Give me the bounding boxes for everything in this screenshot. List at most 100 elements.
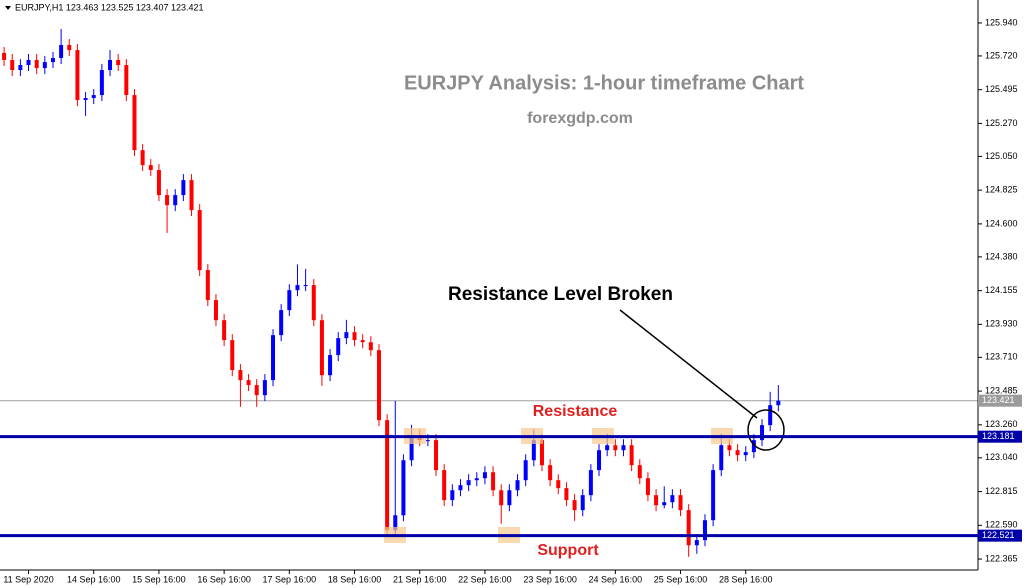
candle-body	[572, 500, 577, 511]
price-tag-label: 122.521	[982, 530, 1015, 540]
candle-body	[165, 195, 170, 206]
candle-body	[311, 285, 316, 321]
candle-body	[580, 495, 585, 511]
candle-body	[376, 350, 381, 421]
pointer-line	[619, 309, 758, 419]
x-tick-label: 15 Sep 16:00	[132, 574, 186, 584]
x-tick-label: 18 Sep 16:00	[328, 574, 382, 584]
candle-body	[181, 180, 186, 196]
candle-body	[409, 435, 414, 461]
candle-body	[368, 342, 373, 351]
candle-body	[156, 170, 161, 196]
candle-body	[645, 478, 650, 496]
candle-body	[482, 472, 487, 479]
candle-body	[385, 420, 390, 531]
y-tick-label: 125.940	[985, 17, 1018, 27]
candle-body	[727, 445, 732, 451]
chart-subtitle: forexgdp.com	[527, 110, 633, 127]
y-tick-label: 124.155	[985, 285, 1018, 295]
candle-body	[271, 335, 276, 381]
price-tag	[978, 529, 1022, 542]
candle-body	[42, 62, 47, 69]
candle-body	[637, 465, 642, 479]
y-tick-label: 123.710	[985, 352, 1018, 362]
candle-body	[254, 385, 259, 396]
candle-body	[499, 490, 504, 506]
y-tick-label: 123.040	[985, 452, 1018, 462]
x-tick-label: 14 Sep 16:00	[67, 574, 121, 584]
candle-body	[360, 340, 365, 343]
annotation: Resistance Level Broken	[448, 284, 673, 305]
candle-body	[425, 440, 430, 442]
candle-body	[556, 480, 561, 489]
candle-body	[434, 440, 439, 471]
candle-body	[474, 478, 479, 481]
candle-body	[719, 445, 724, 471]
y-tick-label: 122.365	[985, 553, 1018, 563]
candle-body	[205, 270, 210, 301]
candle-body	[140, 150, 145, 166]
candle-body	[768, 405, 773, 426]
y-tick-label: 123.260	[985, 419, 1018, 429]
candle-body	[776, 400, 781, 406]
candle-body	[686, 510, 691, 546]
candle-body	[629, 445, 634, 466]
candle-body	[539, 440, 544, 466]
candle-body	[613, 445, 618, 451]
candle-body	[352, 332, 357, 341]
x-tick-label: 25 Sep 16:00	[654, 574, 708, 584]
candle-body	[10, 59, 15, 71]
candle-body	[694, 540, 699, 546]
candle-body	[548, 465, 553, 481]
candle-body	[670, 495, 675, 503]
x-tick-label: 24 Sep 16:00	[589, 574, 643, 584]
level-label: Resistance	[533, 403, 618, 420]
candle-body	[173, 195, 178, 206]
x-tick-label: 21 Sep 16:00	[393, 574, 447, 584]
y-tick-label: 123.930	[985, 319, 1018, 329]
candle-body	[213, 300, 218, 321]
x-tick-label: 11 Sep 2020	[3, 574, 53, 584]
candle-body	[2, 52, 7, 60]
candle-body	[34, 59, 39, 69]
candle-body	[279, 310, 284, 336]
candle-body	[344, 332, 349, 339]
candle-body	[515, 480, 520, 491]
candle-body	[597, 450, 602, 471]
level-label: Support	[537, 542, 599, 559]
y-tick-label: 124.600	[985, 218, 1018, 228]
candle-body	[491, 472, 496, 491]
candle-body	[564, 488, 569, 501]
candle-body	[751, 440, 756, 453]
candle-body	[197, 210, 202, 271]
candle-body	[678, 495, 683, 511]
x-tick-label: 22 Sep 16:00	[458, 574, 512, 584]
y-tick-label: 122.815	[985, 486, 1018, 496]
candle-body	[108, 59, 113, 71]
y-tick-label: 123.485	[985, 385, 1018, 395]
candle-body	[450, 490, 455, 501]
chart-title: EURJPY Analysis: 1-hour timeframe Chart	[404, 72, 804, 94]
y-tick-label: 125.050	[985, 151, 1018, 161]
candle-body	[295, 285, 300, 291]
candle-body	[393, 515, 398, 531]
candle-body	[230, 340, 235, 371]
y-tick-label: 124.380	[985, 251, 1018, 261]
candle-body	[743, 452, 748, 456]
candle-body	[319, 320, 324, 376]
candle-body	[605, 445, 610, 451]
breakout-circle	[747, 409, 785, 451]
candle-body	[523, 460, 528, 481]
y-tick-label: 122.590	[985, 520, 1018, 530]
candle-body	[442, 470, 447, 501]
candle-body	[303, 285, 308, 287]
candle-body	[18, 65, 23, 71]
candle-body	[222, 320, 227, 341]
candle-body	[458, 485, 463, 491]
candle-body	[238, 370, 243, 381]
candle-body	[116, 59, 121, 66]
candle-body	[83, 98, 88, 101]
candle-body	[466, 480, 471, 486]
candle-body	[75, 50, 80, 101]
